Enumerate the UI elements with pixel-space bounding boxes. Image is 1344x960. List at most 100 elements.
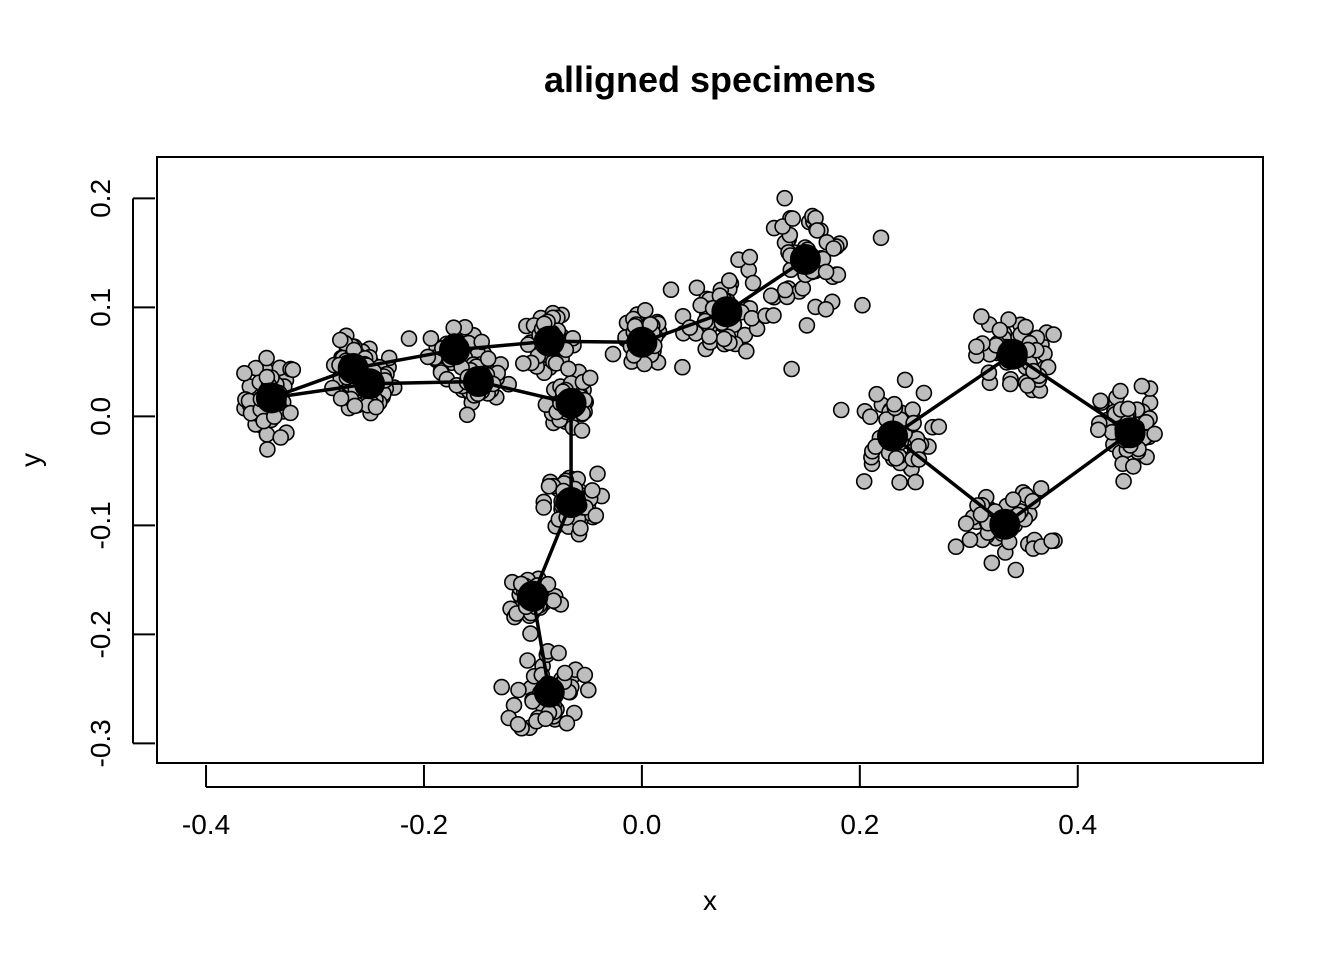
- plot-box: [156, 156, 1264, 764]
- specimen-point: [258, 349, 275, 367]
- specimen-point: [573, 422, 591, 439]
- specimen-point: [514, 355, 532, 372]
- specimen-point: [1133, 377, 1151, 395]
- specimen-point: [973, 308, 990, 325]
- specimen-point: [1007, 561, 1025, 579]
- specimen-point: [776, 281, 794, 299]
- y-axis: -0.3 -0.2 -0.1 0.0 0.1 0.2: [85, 179, 155, 768]
- specimen-point: [558, 714, 576, 732]
- mean-landmark: [711, 296, 743, 328]
- specimen-points: [236, 189, 1163, 737]
- specimen-point: [720, 272, 738, 289]
- specimen-point: [332, 390, 350, 407]
- mean-shape-links: [270, 257, 1132, 693]
- x-tick-label: 0.2: [840, 809, 879, 840]
- specimen-point: [861, 408, 879, 426]
- mean-landmarks: [255, 243, 1146, 708]
- x-axis: -0.4 -0.2 0.0 0.2 0.4: [182, 765, 1097, 840]
- specimen-point: [572, 519, 589, 537]
- specimen-point: [331, 331, 349, 349]
- y-axis-label: y: [15, 453, 46, 467]
- mean-landmark: [989, 508, 1021, 540]
- specimen-point: [794, 279, 812, 297]
- specimen-point: [715, 330, 733, 348]
- specimen-point: [1125, 458, 1142, 475]
- specimen-point: [825, 240, 842, 257]
- specimen-point: [743, 309, 761, 327]
- specimen-point: [1045, 326, 1062, 343]
- specimen-point: [1092, 392, 1109, 410]
- specimen-point: [1119, 400, 1137, 418]
- specimen-point: [493, 678, 511, 696]
- specimen-point: [284, 361, 302, 379]
- specimen-point: [868, 385, 886, 403]
- specimen-point: [784, 210, 802, 227]
- specimen-point: [983, 554, 1001, 572]
- specimen-point: [737, 342, 755, 360]
- mean-landmark: [462, 366, 494, 398]
- specimen-point: [991, 321, 1009, 339]
- specimen-point: [783, 360, 800, 378]
- mean-link: [478, 379, 572, 406]
- specimen-point: [832, 401, 850, 419]
- x-tick-label: 0.0: [622, 809, 661, 840]
- specimen-point: [872, 229, 890, 247]
- y-tick-label: 0.1: [85, 288, 116, 327]
- specimen-point: [535, 499, 553, 516]
- specimen-point: [346, 397, 364, 415]
- specimen-point: [1043, 532, 1060, 550]
- specimen-point: [560, 360, 577, 378]
- mean-link: [1003, 431, 1132, 526]
- specimen-point: [259, 441, 276, 458]
- y-tick-label: 0.0: [85, 397, 116, 436]
- specimen-point: [583, 482, 601, 499]
- mean-link: [454, 339, 550, 352]
- x-axis-label: x: [703, 885, 717, 916]
- x-tick-label: -0.4: [182, 809, 230, 840]
- mean-landmark: [877, 420, 909, 452]
- specimen-point: [1146, 425, 1163, 443]
- specimen-point: [272, 429, 290, 446]
- specimen-point: [236, 364, 253, 382]
- y-tick-label: -0.1: [85, 501, 116, 549]
- specimen-point: [479, 350, 497, 368]
- mean-link: [725, 257, 807, 314]
- specimen-point: [581, 369, 599, 387]
- specimen-point: [556, 664, 574, 682]
- specimen-point: [576, 666, 594, 684]
- specimen-point: [1004, 491, 1022, 509]
- specimen-point: [688, 279, 706, 297]
- mean-link: [531, 595, 552, 693]
- specimen-point: [422, 330, 440, 347]
- x-tick-label: 0.4: [1058, 809, 1097, 840]
- specimen-point: [744, 274, 762, 292]
- specimen-point: [550, 644, 567, 662]
- specimen-point: [540, 477, 558, 495]
- specimen-point: [282, 404, 299, 422]
- specimen-point: [674, 358, 691, 376]
- specimen-point: [854, 296, 871, 314]
- specimen-point: [961, 531, 979, 549]
- specimen-point: [957, 515, 975, 532]
- mean-landmark: [555, 387, 587, 419]
- mean-link: [352, 348, 455, 371]
- specimen-point: [947, 538, 965, 556]
- specimen-point: [765, 307, 782, 324]
- specimen-point: [1090, 421, 1107, 439]
- specimen-point: [537, 710, 554, 728]
- specimen-point: [510, 681, 527, 699]
- specimen-point: [896, 371, 914, 389]
- y-tick-label: -0.2: [85, 610, 116, 658]
- specimen-point: [604, 345, 622, 363]
- specimen-point: [915, 384, 933, 402]
- specimen-point: [367, 398, 385, 416]
- specimen-point: [662, 281, 680, 299]
- y-tick-label: 0.2: [85, 179, 116, 218]
- specimen-point: [907, 473, 924, 491]
- specimen-point: [587, 507, 605, 524]
- mean-landmark: [555, 487, 587, 519]
- x-tick-label: -0.2: [400, 809, 448, 840]
- specimen-point: [1019, 377, 1036, 394]
- mean-link: [891, 434, 1006, 526]
